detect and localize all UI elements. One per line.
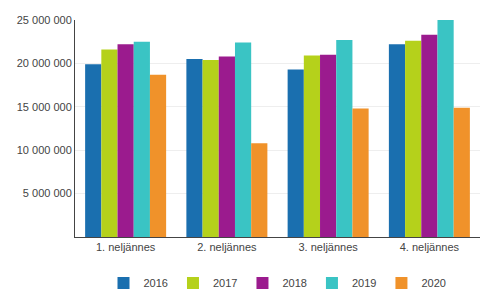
svg-text:2. neljännes: 2. neljännes (197, 241, 257, 253)
svg-text:2020: 2020 (421, 277, 445, 289)
svg-text:25 000 000: 25 000 000 (17, 14, 72, 26)
svg-text:15 000 000: 15 000 000 (17, 101, 72, 113)
svg-text:10 000 000: 10 000 000 (17, 144, 72, 156)
svg-text:5 000 000: 5 000 000 (23, 187, 72, 199)
svg-text:1. neljännes: 1. neljännes (96, 241, 156, 253)
svg-text:2016: 2016 (144, 277, 168, 289)
svg-text:2019: 2019 (352, 277, 376, 289)
svg-text:2017: 2017 (213, 277, 237, 289)
svg-text:2018: 2018 (282, 277, 306, 289)
svg-text:3. neljännes: 3. neljännes (298, 241, 358, 253)
svg-text:4. neljännes: 4. neljännes (400, 241, 460, 253)
svg-text:20 000 000: 20 000 000 (17, 57, 72, 69)
